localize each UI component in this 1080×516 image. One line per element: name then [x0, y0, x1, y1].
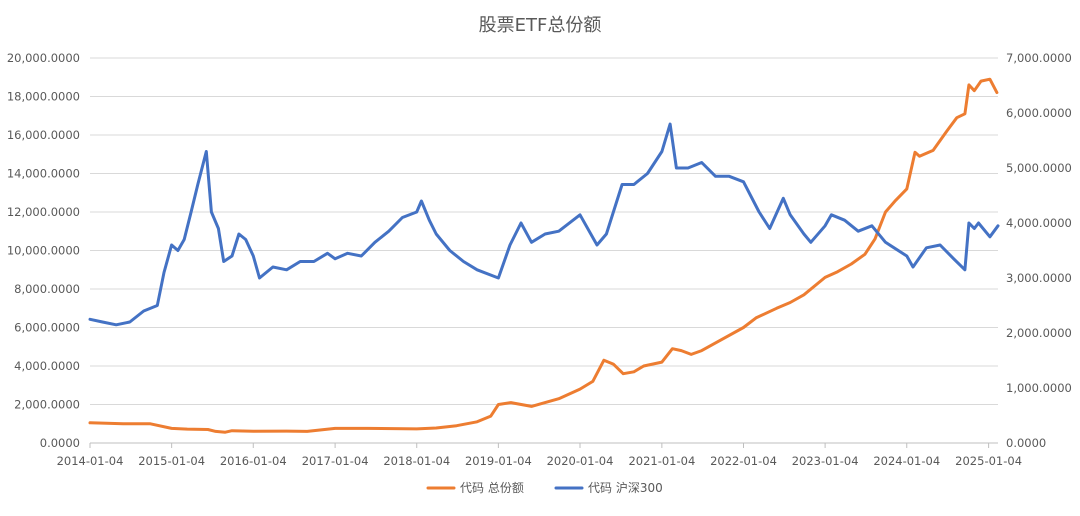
x-tick-label: 2025-01-04	[955, 454, 1022, 468]
x-axis: 2014-01-04 2015-01-04 2016-01-04 2017-01-04…	[57, 442, 1022, 468]
x-tick-label: 2023-01-04	[792, 454, 859, 468]
chart-title: 股票ETF总份额	[479, 15, 602, 36]
y-left-tick-label: 6,000.0000	[14, 321, 80, 335]
legend-label-csi300: 代码 沪深300	[588, 481, 663, 495]
x-tick-label: 2021-01-04	[628, 454, 695, 468]
y-right-tick-label: 1,000.0000	[1006, 381, 1072, 395]
x-tick-label: 2022-01-04	[710, 454, 777, 468]
y-right-tick-label: 6,000.0000	[1006, 106, 1072, 120]
y-right-tick-label: 4,000.0000	[1006, 216, 1072, 230]
y-right-tick-label: 7,000.0000	[1006, 51, 1072, 65]
series-line-total-shares	[88, 77, 999, 434]
gridlines	[90, 57, 998, 444]
y-axis-right: 0.0000 1,000.0000 2,000.0000 3,000.0000 4,00…	[1006, 51, 1072, 450]
x-tick-label: 2019-01-04	[465, 454, 532, 468]
y-right-tick-label: 2,000.0000	[1006, 326, 1072, 340]
series-layer	[88, 77, 1000, 434]
y-left-tick-label: 8,000.0000	[14, 282, 80, 296]
series-line-csi300	[88, 122, 1000, 327]
y-axis-left: 0.0000 2,000.0000 4,000.0000 6,000.0000 8,00…	[7, 51, 80, 450]
y-left-tick-label: 4,000.0000	[14, 359, 80, 373]
x-tick-label: 2016-01-04	[220, 454, 287, 468]
y-left-tick-label: 14,000.0000	[7, 167, 80, 181]
y-right-tick-label: 5,000.0000	[1006, 161, 1072, 175]
x-tick-label: 2020-01-04	[547, 454, 614, 468]
legend-label-total-shares: 代码 总份额	[460, 481, 524, 495]
y-right-tick-label: 0.0000	[1006, 436, 1046, 450]
y-right-tick-label: 3,000.0000	[1006, 271, 1072, 285]
y-left-tick-label: 2,000.0000	[14, 398, 80, 412]
x-tick-label: 2018-01-04	[383, 454, 450, 468]
y-left-tick-label: 20,000.0000	[7, 51, 80, 65]
y-left-tick-label: 10,000.0000	[7, 244, 80, 258]
x-tick-label: 2017-01-04	[302, 454, 369, 468]
y-left-tick-label: 18,000.0000	[7, 90, 80, 104]
y-left-tick-label: 16,000.0000	[7, 128, 80, 142]
y-left-tick-label: 0.0000	[40, 436, 80, 450]
legend: 代码 总份额 代码 沪深300	[426, 481, 663, 495]
x-tick-label: 2024-01-04	[873, 454, 940, 468]
x-tick-label: 2014-01-04	[57, 454, 124, 468]
y-left-tick-label: 12,000.0000	[7, 205, 80, 219]
x-tick-label: 2015-01-04	[138, 454, 205, 468]
